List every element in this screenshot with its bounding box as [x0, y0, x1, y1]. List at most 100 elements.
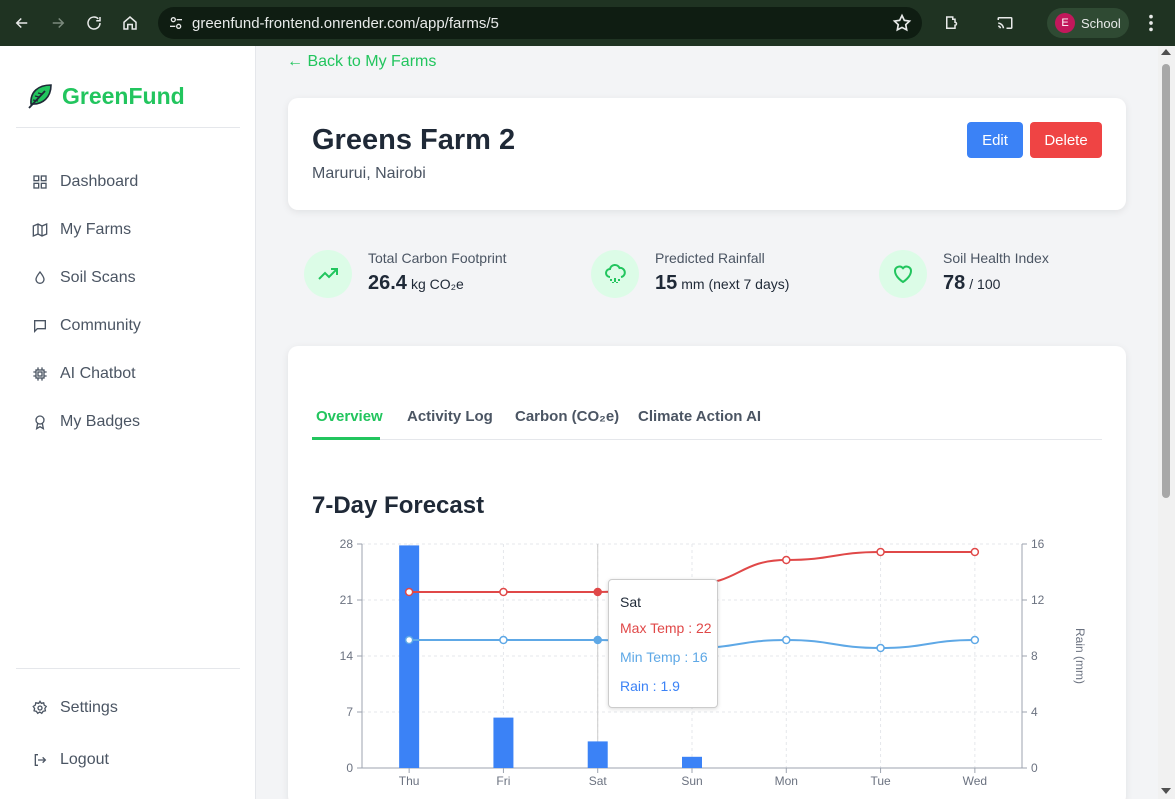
tooltip-rain: Rain : 1.9: [620, 678, 680, 694]
sidebar-item-label: Community: [60, 317, 141, 334]
cast-icon[interactable]: [987, 5, 1023, 41]
scroll-up-arrow-icon[interactable]: [1161, 49, 1171, 55]
section-title: 7-Day Forecast: [312, 492, 485, 519]
scroll-down-arrow-icon[interactable]: [1161, 788, 1171, 794]
rain-bar: [399, 545, 420, 768]
sidebar-item-settings[interactable]: Settings: [16, 688, 240, 728]
data-point: [404, 635, 414, 645]
data-point: [593, 635, 602, 645]
y-right-tick-label: 4: [1031, 705, 1038, 719]
x-tick-label: Sat: [589, 774, 608, 788]
bookmark-star-icon[interactable]: [892, 13, 912, 33]
y-left-tick-label: 0: [346, 761, 353, 775]
url-text: greenfund-frontend.onrender.com/app/farm…: [192, 14, 499, 32]
gear-icon: [32, 700, 48, 715]
y-right-tick-label: 16: [1031, 537, 1045, 551]
x-tick-label: Wed: [963, 774, 987, 788]
y-right-tick-label: 8: [1031, 649, 1038, 663]
cloud-rain-icon: [591, 250, 639, 298]
y-right-axis-label: Rain (mm): [1073, 628, 1087, 684]
message-square-icon: [34, 320, 46, 333]
map-icon: [32, 222, 48, 238]
rain-bar: [682, 756, 702, 768]
sidebar-item-my-farms[interactable]: My Farms: [16, 210, 240, 250]
stat-label: Predicted Rainfall: [655, 250, 765, 266]
tooltip-title: Sat: [620, 594, 642, 610]
sidebar-item-community[interactable]: Community: [16, 306, 240, 346]
y-right-tick-label: 0: [1031, 761, 1038, 775]
tab-overview[interactable]: Overview: [316, 408, 383, 425]
data-point: [876, 547, 885, 557]
farm-title: Greens Farm 2: [312, 124, 516, 156]
farm-location: Marurui, Nairobi: [312, 165, 426, 182]
x-tick-label: Thu: [399, 774, 420, 788]
x-tick-label: Mon: [775, 774, 798, 788]
sidebar-item-label: My Badges: [60, 413, 141, 430]
data-point: [499, 587, 508, 597]
address-bar[interactable]: greenfund-frontend.onrender.com/app/farm…: [158, 7, 922, 39]
sidebar-divider: [16, 668, 240, 669]
sidebar-divider: [16, 127, 240, 128]
farm-details-card: Overview Activity Log Carbon (CO₂e) Clim…: [288, 346, 1126, 799]
stat-label: Total Carbon Footprint: [368, 250, 507, 266]
sidebar-item-dashboard[interactable]: Dashboard: [16, 162, 240, 202]
data-point: [970, 547, 980, 557]
y-left-tick-label: 14: [340, 649, 354, 663]
extensions-icon[interactable]: [934, 5, 970, 41]
more-vertical-icon[interactable]: [1140, 12, 1162, 34]
scrollbar-thumb[interactable]: [1162, 64, 1170, 498]
stat-unit: kg CO₂e: [410, 276, 464, 292]
stat-carbon-footprint: Total Carbon Footprint 26.4 kg CO₂e: [304, 250, 507, 298]
y-left-tick-label: 28: [340, 537, 354, 551]
sidebar-item-label: My Farms: [60, 221, 132, 238]
delete-button[interactable]: Delete: [1030, 122, 1102, 158]
x-tick-label: Tue: [870, 774, 891, 788]
farm-header-card: Greens Farm 2 Marurui, Nairobi Edit Dele…: [288, 98, 1126, 210]
sidebar-item-soil-scans[interactable]: Soil Scans: [16, 258, 240, 298]
tooltip-min-temp: Min Temp : 16: [620, 649, 708, 665]
edit-button[interactable]: Edit: [967, 122, 1023, 158]
sidebar-item-my-badges[interactable]: My Badges: [16, 402, 240, 442]
reload-icon[interactable]: [76, 5, 112, 41]
y-left-tick-label: 7: [346, 705, 353, 719]
data-point: [404, 587, 414, 597]
grid-icon: [33, 175, 47, 189]
sidebar-item-ai-chatbot[interactable]: AI Chatbot: [16, 354, 240, 394]
heart-icon: [879, 250, 927, 298]
stat-predicted-rainfall: Predicted Rainfall 15 mm (next 7 days): [591, 250, 789, 298]
brand[interactable]: GreenFund: [26, 82, 185, 110]
tab-carbon[interactable]: Carbon (CO₂e): [515, 408, 620, 425]
tooltip-max-temp: Max Temp : 22: [620, 620, 712, 636]
home-icon[interactable]: [112, 5, 148, 41]
stat-unit: / 100: [969, 276, 1001, 292]
stat-value: 15: [655, 272, 678, 294]
stat-value: 78: [943, 272, 966, 294]
tab-climate-action-ai[interactable]: Climate Action AI: [638, 408, 762, 425]
x-tick-label: Sun: [681, 774, 702, 788]
stat-label: Soil Health Index: [943, 250, 1049, 266]
back-to-farms-link[interactable]: ← Back to My Farms: [287, 53, 437, 70]
brand-name: GreenFund: [62, 82, 185, 109]
data-point: [970, 635, 980, 645]
data-point: [876, 643, 885, 653]
forward-arrow-icon[interactable]: [40, 5, 76, 41]
sidebar-item-label: Soil Scans: [60, 269, 136, 286]
profile-name: School: [1081, 15, 1121, 31]
sidebar-item-logout[interactable]: Logout: [16, 740, 240, 780]
sidebar-item-label: Dashboard: [60, 173, 139, 190]
rain-bar: [587, 741, 608, 768]
award-icon: [35, 415, 45, 430]
back-arrow-icon[interactable]: [4, 5, 40, 41]
y-right-tick-label: 12: [1031, 593, 1045, 607]
rain-bar: [493, 717, 514, 768]
leaf-logo-icon: [28, 84, 52, 109]
active-tab-indicator: [312, 437, 380, 440]
chart-tooltip: Sat Max Temp : 22 Min Temp : 16 Rain : 1…: [608, 579, 718, 708]
site-info-icon[interactable]: [160, 7, 192, 39]
sidebar: GreenFund Dashboard My Farms Soil Scans …: [0, 46, 256, 799]
tab-activity-log[interactable]: Activity Log: [407, 408, 493, 425]
stat-value: 26.4: [368, 272, 407, 294]
data-point: [782, 635, 791, 645]
profile-chip[interactable]: E School: [1047, 8, 1129, 38]
sidebar-item-label: AI Chatbot: [60, 365, 136, 382]
